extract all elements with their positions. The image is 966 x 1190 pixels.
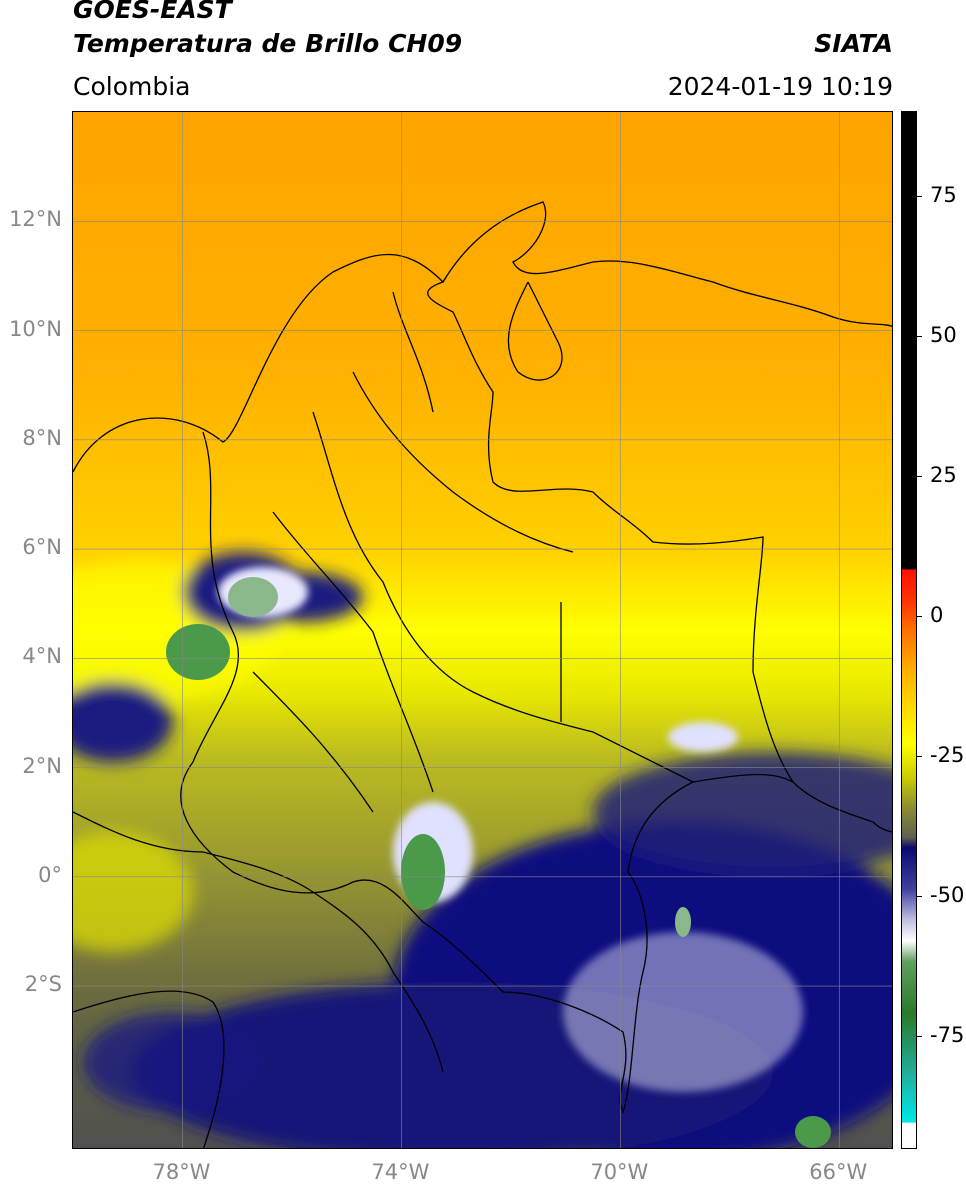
colorbar-tick-label: 75 xyxy=(930,183,957,207)
lon-tick-label: 66°W xyxy=(809,1160,868,1184)
lon-tick-label: 70°W xyxy=(590,1160,649,1184)
cold-core-amazon xyxy=(675,907,691,937)
internal-border-1 xyxy=(312,411,474,693)
colorbar xyxy=(901,111,917,1149)
yellow-band-south xyxy=(73,832,193,952)
lat-tick-label: 12°N xyxy=(9,207,62,232)
colorbar-svg xyxy=(902,112,916,1148)
colorbar-tick-mark xyxy=(917,196,922,197)
borders xyxy=(73,201,892,1148)
lat-tick-label: 2°N xyxy=(22,753,62,778)
convection-coast-west xyxy=(73,682,173,762)
ecuador-border xyxy=(73,811,444,1073)
cold-core-choco xyxy=(228,577,278,617)
colorbar-tick-label: 0 xyxy=(930,603,944,627)
satellite-map xyxy=(72,111,893,1149)
colorbar-tick-label: 25 xyxy=(930,463,957,487)
title-product: Temperatura de Brillo CH09 xyxy=(73,29,463,58)
convection-east-band xyxy=(593,752,892,872)
datetime-label: 2024-01-19 10:19 xyxy=(667,72,893,101)
graticule xyxy=(73,112,892,1148)
colorbar-tick-label: -25 xyxy=(930,743,965,767)
colorbar-tick-label: -75 xyxy=(930,1023,965,1047)
peru-border xyxy=(73,990,225,1148)
colorbar-tick-mark xyxy=(917,476,922,477)
colorbar-tick-mark xyxy=(917,756,922,757)
colorbar-tick-mark xyxy=(917,336,922,337)
lon-tick-label: 74°W xyxy=(371,1160,430,1184)
coastline-caribbean xyxy=(73,201,892,473)
lat-tick-label: 2°S xyxy=(24,972,62,997)
lat-tick-label: 6°N xyxy=(22,535,62,560)
cold-core-pacific xyxy=(166,624,230,680)
colorbar-tick-label: 50 xyxy=(930,323,957,347)
convection-southwest xyxy=(83,1012,263,1112)
lat-tick-label: 10°N xyxy=(9,316,62,341)
colorbar-tick-mark xyxy=(917,1036,922,1037)
colombia-border xyxy=(180,281,795,1114)
internal-border-4 xyxy=(392,291,434,413)
cloud-top-amazon xyxy=(563,932,803,1092)
venezuela-brazil-border xyxy=(792,781,892,833)
internal-border-2 xyxy=(272,511,434,793)
colorbar-tick-label: -50 xyxy=(930,883,965,907)
title-satellite: GOES-EAST xyxy=(73,0,232,24)
region-label: Colombia xyxy=(73,72,191,101)
brand-label: SIATA xyxy=(814,29,893,58)
lake-maracaibo xyxy=(507,281,563,381)
map-svg xyxy=(73,112,892,1148)
internal-border-6 xyxy=(252,671,374,813)
lon-tick-label: 78°W xyxy=(152,1160,211,1184)
internal-border-3 xyxy=(352,371,574,553)
colorbar-tick-mark xyxy=(917,616,922,617)
lat-tick-label: 8°N xyxy=(22,425,62,450)
colorbar-gradient xyxy=(902,112,916,1148)
colorbar-tick-mark xyxy=(917,896,922,897)
cold-core-southeast xyxy=(795,1116,831,1148)
internal-border-7 xyxy=(472,691,694,783)
cloud-top-llanos xyxy=(668,722,738,752)
cold-core-caqueta xyxy=(401,834,445,910)
lat-tick-label: 4°N xyxy=(22,644,62,669)
lat-tick-label: 0° xyxy=(38,862,62,887)
